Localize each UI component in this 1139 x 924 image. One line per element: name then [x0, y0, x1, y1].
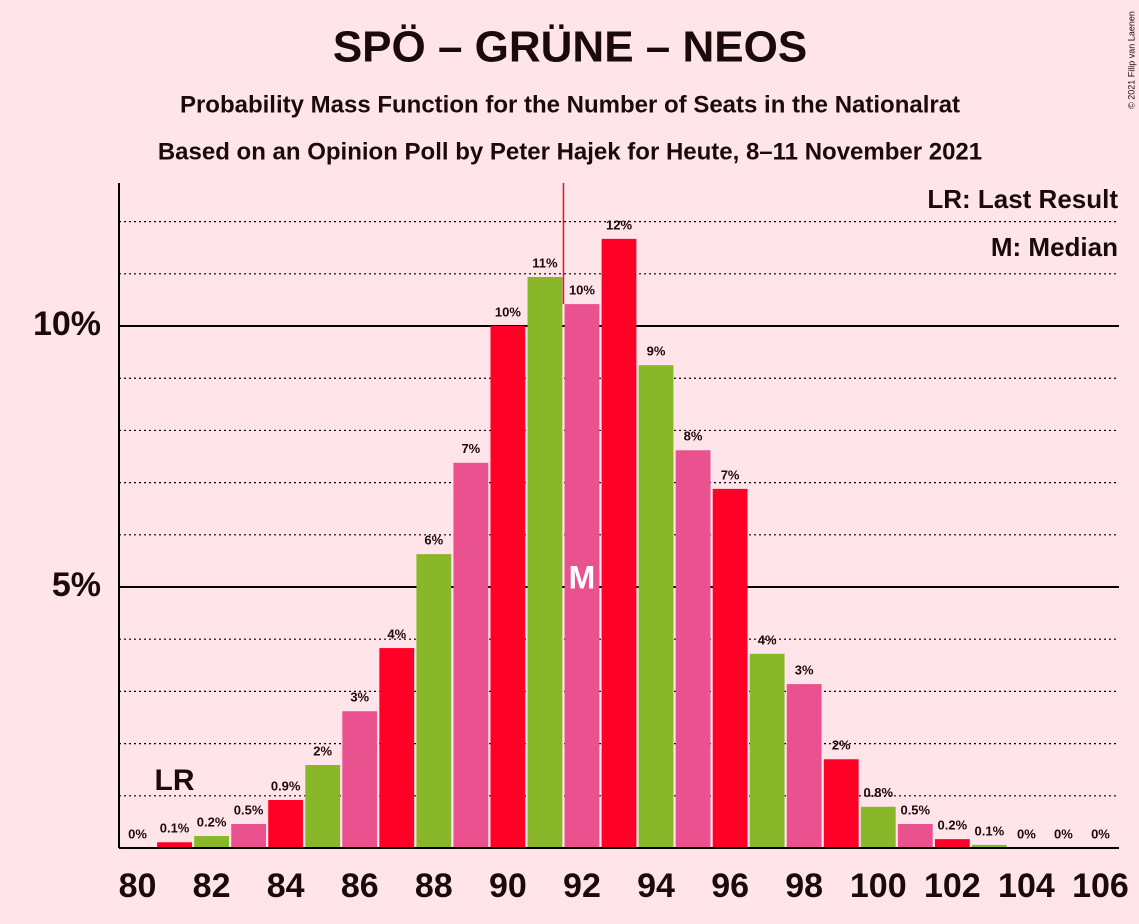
x-tick-label: 80 — [119, 867, 157, 905]
x-tick-label: 94 — [637, 867, 675, 905]
bar — [675, 450, 711, 848]
value-label: 0% — [1054, 826, 1073, 841]
x-tick-label: 98 — [785, 867, 823, 905]
value-label: 0% — [128, 826, 147, 841]
chart-title: SPÖ – GRÜNE – NEOS — [333, 23, 807, 72]
median-label: M — [569, 559, 596, 595]
x-tick-label: 82 — [193, 867, 231, 905]
bar — [712, 488, 748, 848]
bar — [342, 711, 378, 848]
value-label: 3% — [795, 663, 814, 678]
x-tick-label: 96 — [711, 867, 749, 905]
x-tick-label: 90 — [489, 867, 527, 905]
x-tick-label: 102 — [924, 867, 981, 905]
value-label: 0.8% — [863, 785, 893, 800]
bar — [971, 844, 1007, 848]
value-label: 0% — [1017, 826, 1036, 841]
value-label: 6% — [424, 533, 443, 548]
value-label: 8% — [684, 429, 703, 444]
legend-median: M: Median — [991, 232, 1118, 262]
value-label: 2% — [313, 743, 332, 758]
bar — [934, 839, 970, 848]
bar — [860, 806, 896, 848]
bar — [379, 648, 415, 848]
bar — [305, 765, 341, 848]
x-tick-label: 100 — [850, 867, 907, 905]
bar — [823, 759, 859, 848]
value-label: 0.9% — [271, 778, 301, 793]
bar — [490, 326, 526, 848]
bar — [638, 365, 674, 848]
value-label: 2% — [832, 738, 851, 753]
x-tick-label: 92 — [563, 867, 601, 905]
value-label: 7% — [461, 441, 480, 456]
value-label: 11% — [532, 255, 558, 270]
value-label: 10% — [569, 283, 595, 298]
value-label: 0.5% — [900, 802, 930, 817]
value-label: 4% — [758, 632, 777, 647]
bar — [416, 554, 452, 848]
value-label: 0.1% — [975, 823, 1005, 838]
legend-last-result: LR: Last Result — [927, 184, 1118, 214]
x-tick-label: 104 — [998, 867, 1055, 905]
chart-subtitle-2: Based on an Opinion Poll by Peter Hajek … — [158, 138, 982, 165]
value-label: 9% — [647, 344, 666, 359]
value-label: 0.1% — [160, 821, 190, 836]
bar — [601, 238, 637, 848]
bar — [157, 842, 192, 848]
value-label: 3% — [350, 690, 369, 705]
value-label: 0.5% — [234, 802, 264, 817]
copyright: © 2021 Filip van Laenen — [1126, 11, 1136, 109]
bar — [231, 823, 267, 848]
value-label: 0% — [1091, 826, 1110, 841]
value-label: 7% — [721, 467, 740, 482]
y-tick-label: 10% — [33, 305, 101, 343]
bar — [564, 304, 600, 849]
x-tick-label: 106 — [1072, 867, 1129, 905]
x-tick-label: 84 — [267, 867, 305, 905]
value-label: 0.2% — [197, 814, 227, 829]
value-label: 12% — [606, 217, 632, 232]
bar — [268, 799, 304, 848]
value-label: 4% — [387, 627, 406, 642]
value-label: 0.2% — [938, 818, 968, 833]
bar — [453, 462, 489, 848]
value-label: 10% — [495, 304, 521, 319]
x-tick-label: 88 — [415, 867, 453, 905]
bar — [527, 276, 563, 848]
y-tick-label: 5% — [52, 566, 101, 604]
x-tick-label: 86 — [341, 867, 379, 905]
bar — [194, 835, 229, 848]
chart-subtitle: Probability Mass Function for the Number… — [180, 91, 960, 118]
bar — [786, 684, 822, 848]
bar — [897, 823, 933, 848]
last-result-label: LR — [155, 764, 195, 797]
bar — [749, 653, 785, 848]
